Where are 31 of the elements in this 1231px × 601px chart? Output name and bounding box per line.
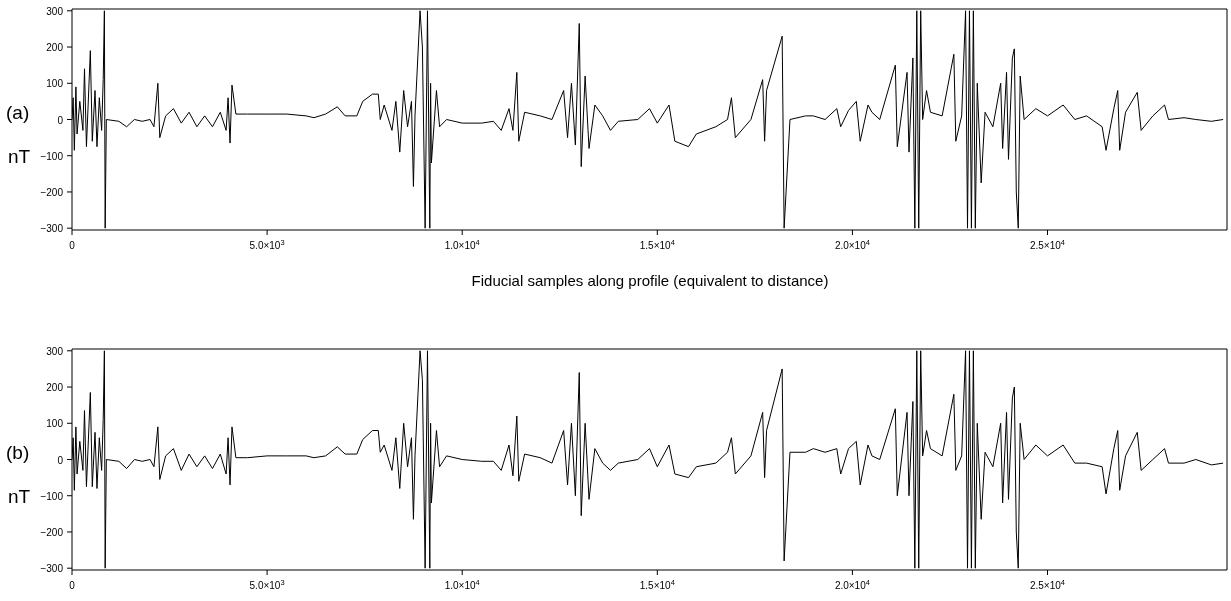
x-tick-label: 5.0×10$^{3}$ — [249, 237, 285, 251]
y-tick-label: 300 — [46, 5, 64, 17]
y-tick-label: 0 — [57, 454, 64, 466]
y-tick-label: 100 — [46, 78, 64, 90]
y-tick-label: −100 — [40, 490, 64, 502]
y-tick-label: −300 — [40, 563, 64, 575]
x-tick-label: 2.0×10$^{4}$ — [834, 577, 870, 591]
x-tick-label: 0 — [69, 240, 76, 251]
y-tick-label: 0 — [57, 114, 64, 126]
x-tick-label: 1.0×10$^{4}$ — [444, 237, 480, 251]
y-tick-label: 300 — [46, 345, 64, 357]
x-tick-label: 1.0×10$^{4}$ — [444, 577, 480, 591]
y-tick-label: 100 — [46, 418, 64, 430]
y-tick-label: 200 — [46, 42, 64, 54]
text: (a) — [6, 102, 30, 124]
x-axis-title: Fiducial samples along profile (equivalent to distance) — [470, 272, 830, 289]
x-tick-label: 1.5×10$^{4}$ — [639, 237, 675, 251]
x-tick-label: 2.5×10$^{4}$ — [1029, 577, 1066, 591]
y-axis-title: nT — [8, 146, 31, 168]
x-tick-label: 1.5×10$^{4}$ — [639, 577, 675, 591]
y-tick-label: −200 — [40, 186, 64, 198]
y-axis-title: nT — [8, 486, 31, 508]
text: (b) — [6, 442, 30, 464]
y-tick-label: 200 — [46, 382, 64, 394]
x-tick-label: 2.5×10$^{4}$ — [1029, 237, 1066, 251]
y-tick-label: −200 — [40, 526, 64, 538]
x-tick-label: 5.0×10$^{3}$ — [249, 577, 285, 591]
x-tick-label: 2.0×10$^{4}$ — [834, 237, 870, 251]
x-tick-label: 0 — [69, 580, 76, 591]
y-tick-label: −100 — [40, 150, 64, 162]
y-tick-label: −300 — [40, 223, 64, 235]
